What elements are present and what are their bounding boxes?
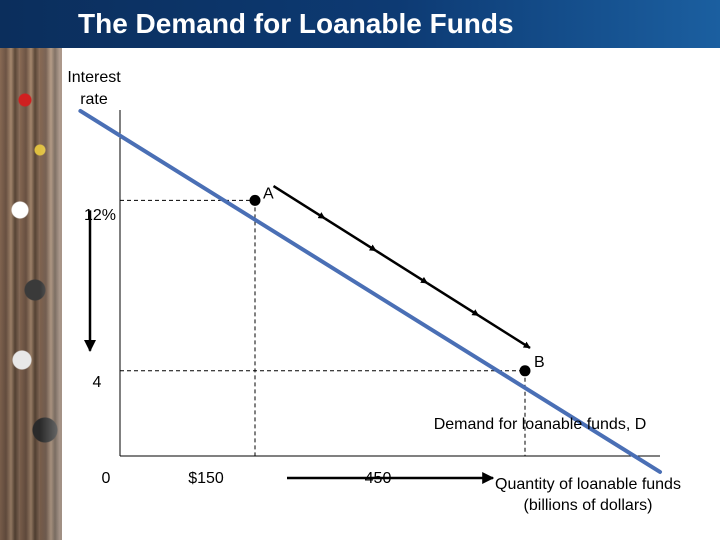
point-b-label: B xyxy=(534,354,545,371)
x-axis-label-line-1: Quantity of loanable funds xyxy=(495,476,681,493)
movement-arrow-segment xyxy=(375,249,429,285)
y-axis-label-line-1: Interest xyxy=(67,69,121,86)
movement-arrow-segment xyxy=(272,185,326,220)
slide-title: The Demand for Loanable Funds xyxy=(78,8,514,39)
point-a-label: A xyxy=(263,185,274,202)
movement-arrow-segment xyxy=(426,282,480,317)
demand-curve-label: Demand for loanable funds, D xyxy=(434,416,647,433)
photo-fade xyxy=(40,0,160,540)
title-bar: The Demand for Loanable Funds xyxy=(0,0,720,48)
movement-arrow-segment xyxy=(478,314,531,349)
x-tick-label-0: 0 xyxy=(102,470,111,487)
demand-curve xyxy=(78,108,662,474)
movement-arrow-segment xyxy=(324,217,377,252)
y-axis-label-line-2: rate xyxy=(80,91,108,108)
x-axis-label-line-2: (billions of dollars) xyxy=(524,497,653,514)
x-tick-label-150: $150 xyxy=(188,470,224,487)
y-tick-label-12: 12% xyxy=(84,207,116,224)
point-b xyxy=(519,365,531,377)
y-tick-label-4: 4 xyxy=(93,374,102,391)
point-a xyxy=(249,194,261,206)
